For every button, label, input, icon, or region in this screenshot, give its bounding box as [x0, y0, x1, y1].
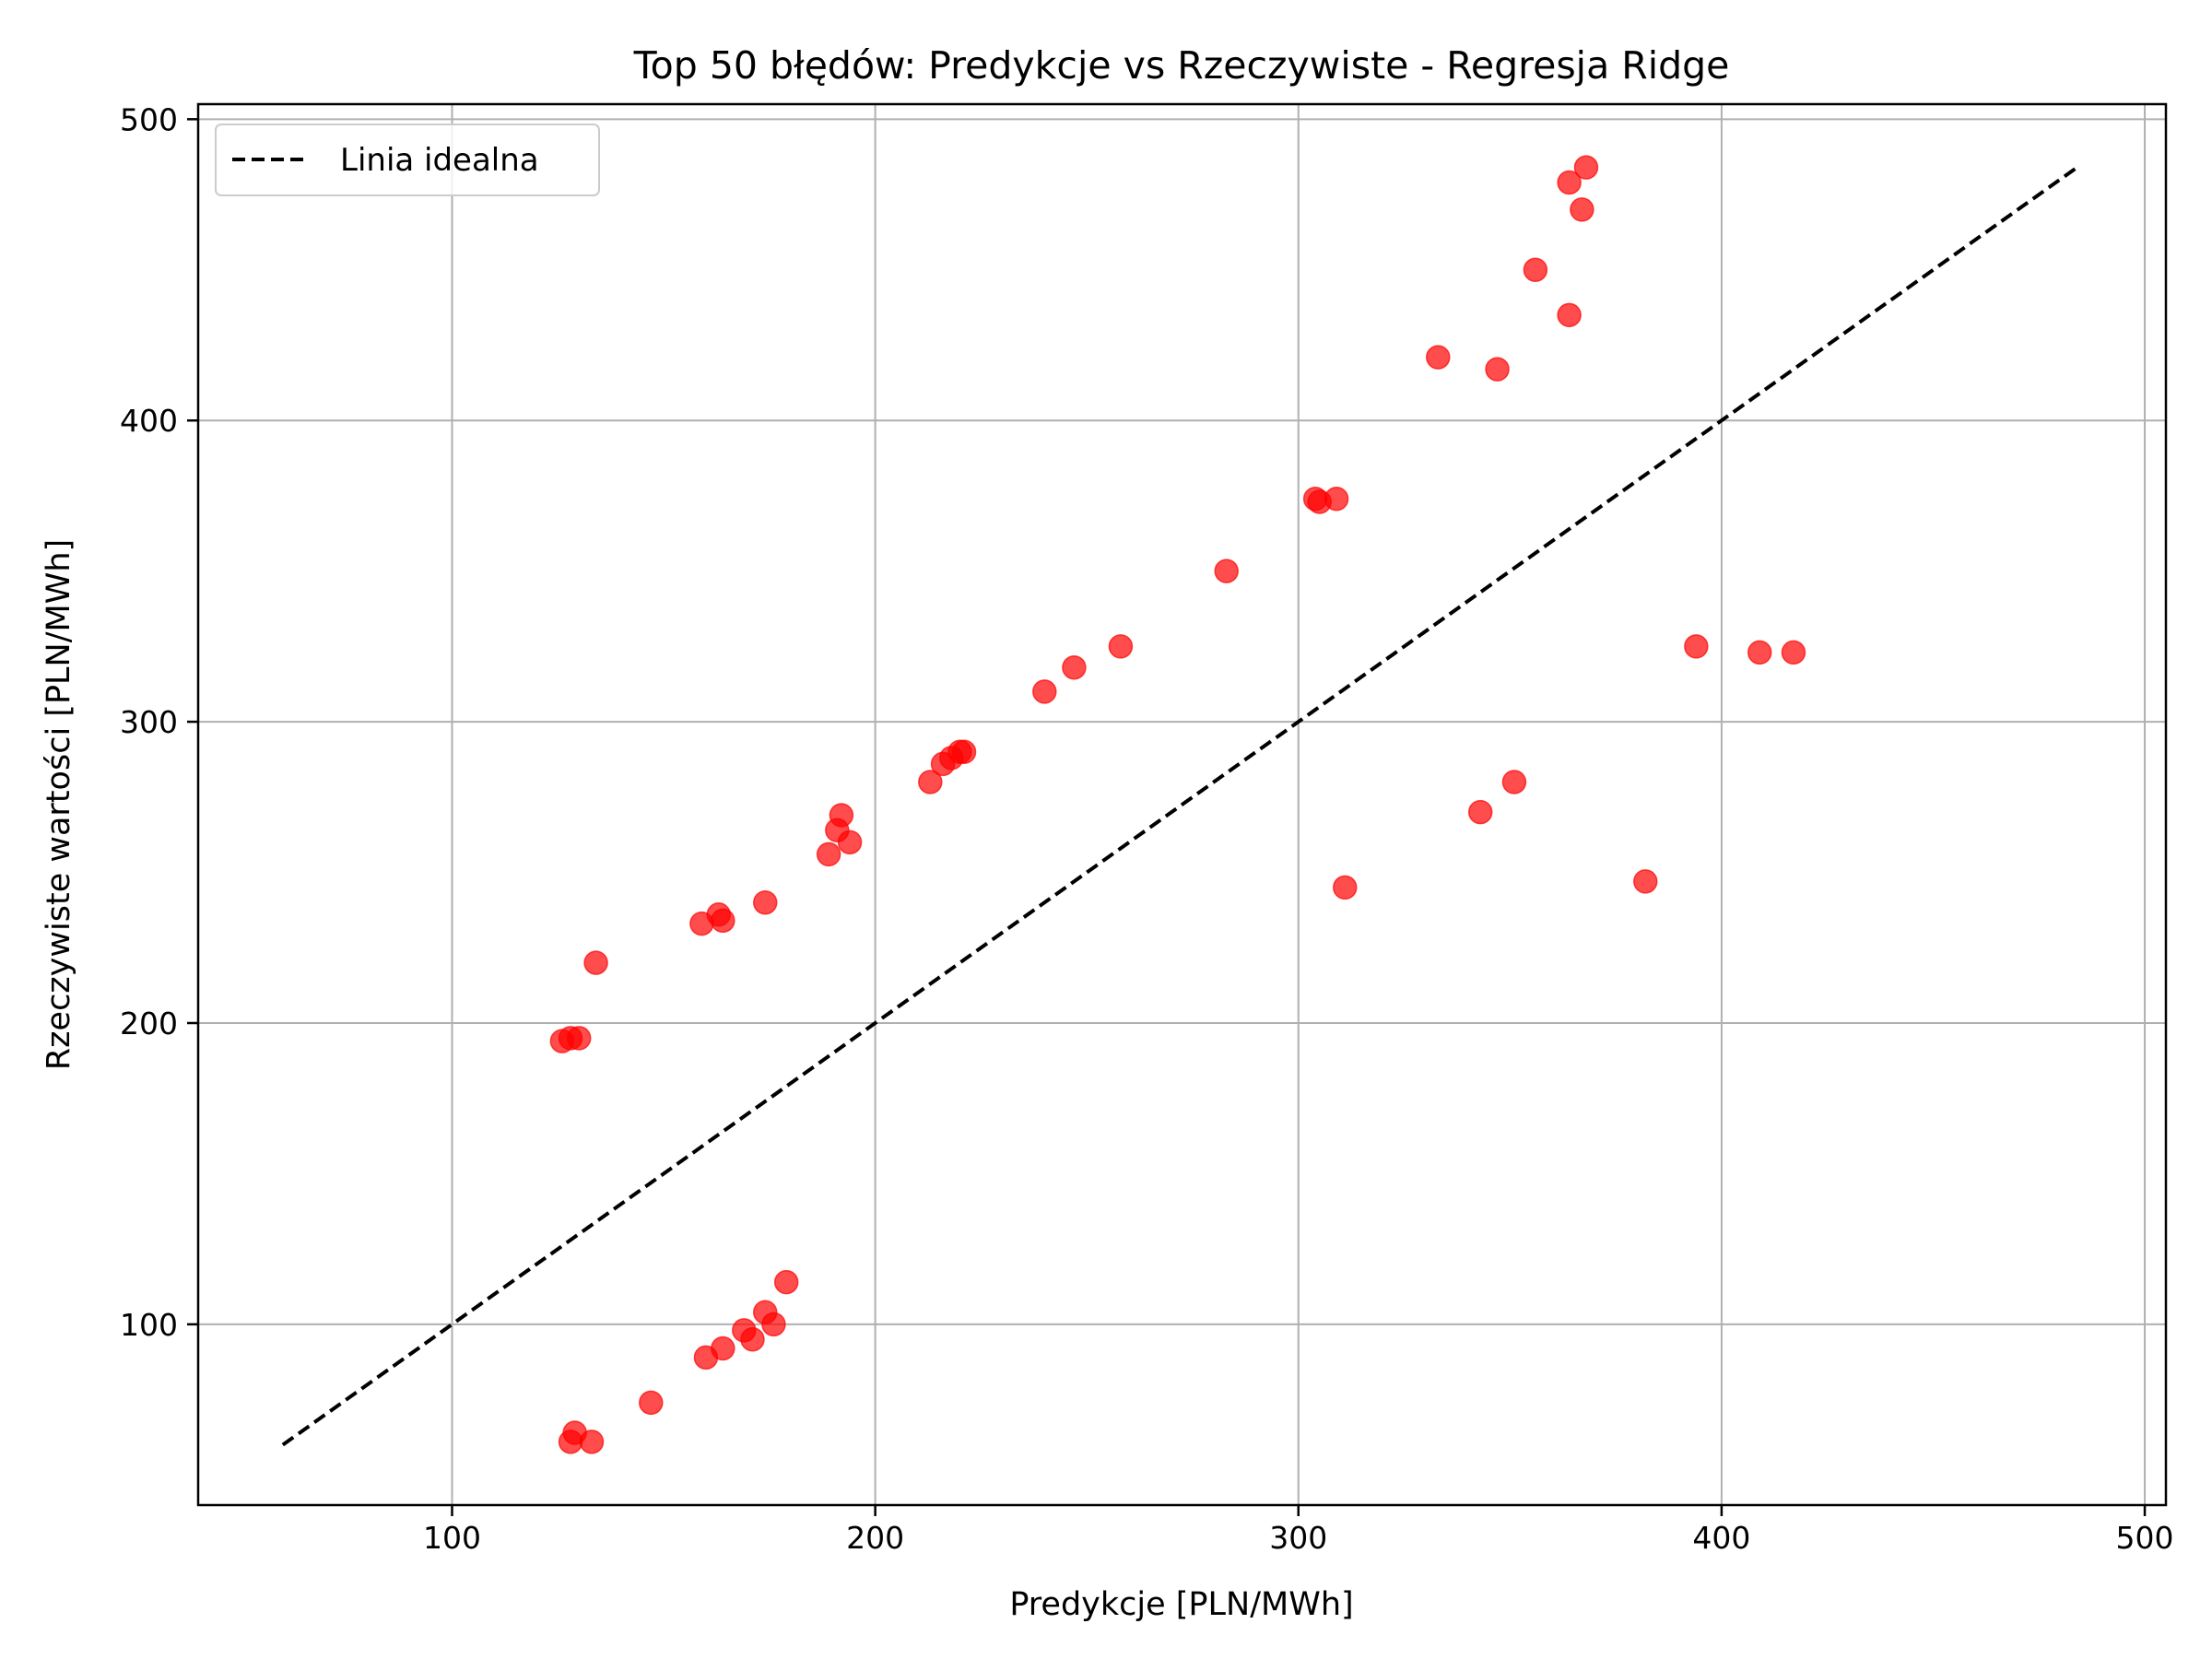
data-point — [837, 830, 863, 855]
chart-title: Top 50 błędów: Predykcje vs Rzeczywiste … — [633, 43, 1730, 88]
data-point — [693, 1345, 719, 1371]
data-point — [583, 950, 608, 975]
legend: Linia idealna — [215, 124, 600, 196]
data-point — [1108, 634, 1134, 659]
data-point — [1032, 679, 1057, 704]
legend-ideal-line-label: Linia idealna — [340, 142, 539, 179]
data-point — [1570, 197, 1594, 222]
data-point — [1467, 799, 1493, 825]
data-point — [816, 841, 841, 867]
y-tick-label: 200 — [120, 1006, 178, 1041]
data-point — [1781, 640, 1806, 665]
data-point — [1333, 875, 1358, 900]
data-point — [566, 1026, 592, 1051]
data-point — [1633, 869, 1658, 894]
data-point — [1573, 155, 1599, 180]
data-point — [740, 1326, 765, 1352]
data-point — [773, 1269, 799, 1295]
x-axis-label: Predykcje [PLN/MWh] — [1009, 1586, 1353, 1623]
y-tick-label: 400 — [120, 403, 178, 439]
plot-frame — [196, 102, 2168, 1507]
y-axis-label: Rzeczywiste wartości [PLN/MWh] — [41, 539, 77, 1070]
axis-ticks: 100 200 300 400 500 100 200 300 400 500 — [120, 101, 2174, 1556]
data-point — [1501, 770, 1527, 794]
data-point — [639, 1390, 664, 1416]
data-point — [1062, 655, 1087, 680]
data-point — [1426, 345, 1451, 370]
y-tick-label: 300 — [120, 704, 178, 740]
data-point — [579, 1430, 605, 1454]
data-point — [761, 1312, 786, 1337]
data-point — [1557, 302, 1582, 328]
data-point — [558, 1430, 583, 1454]
data-point — [930, 751, 956, 777]
x-tick-label: 500 — [2116, 1520, 2174, 1556]
data-point — [752, 889, 778, 915]
data-point — [689, 911, 714, 936]
data-point — [1214, 559, 1239, 583]
data-point — [711, 908, 735, 934]
data-point — [1324, 486, 1349, 512]
x-tick-label: 100 — [423, 1520, 481, 1556]
x-tick-label: 400 — [1692, 1520, 1750, 1556]
data-point — [1523, 257, 1548, 283]
legend-box — [215, 124, 600, 196]
data-point — [1557, 170, 1582, 195]
x-tick-label: 200 — [846, 1520, 904, 1556]
grid-lines — [198, 104, 2166, 1505]
data-point — [1747, 640, 1772, 665]
y-tick-label: 100 — [120, 1307, 178, 1343]
x-tick-label: 300 — [1269, 1520, 1327, 1556]
y-tick-label: 500 — [120, 101, 178, 137]
data-point — [1684, 634, 1709, 659]
data-points — [549, 155, 1806, 1454]
data-point — [918, 770, 943, 794]
data-point — [1485, 357, 1510, 382]
